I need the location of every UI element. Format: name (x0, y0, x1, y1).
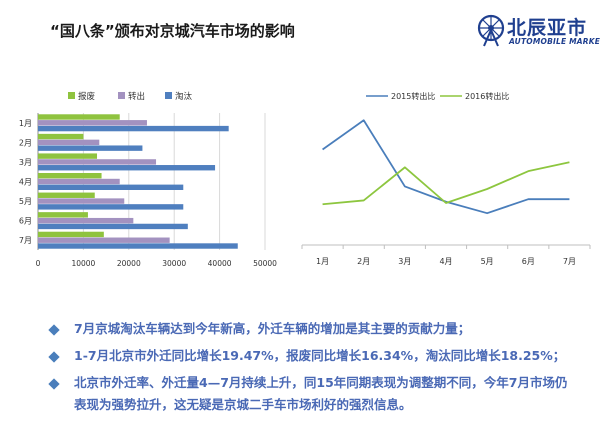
bullet-text: 北京市外迁率、外迁量4—7月持续上升，同15年同期表现为调整期不同，今年7月市场… (74, 375, 568, 412)
bar (38, 165, 216, 171)
x-tick-label: 7月 (563, 257, 576, 266)
bullet-list: 7月京城淘汰车辆达到今年新高，外迁车辆的增加是其主要的贡献力量； 1-7月北京市… (44, 318, 574, 421)
legend-swatch (68, 92, 75, 99)
y-tick-label: 1月 (19, 119, 32, 128)
bar (38, 237, 170, 243)
diamond-bullet-icon (48, 324, 60, 336)
x-tick-label: 40000 (208, 259, 232, 268)
bullet-item: 7月京城淘汰车辆达到今年新高，外迁车辆的增加是其主要的贡献力量； (44, 318, 574, 340)
bar (38, 133, 84, 140)
bar-chart: 报废 转出 淘汰 0 10000 20000 30000 40000 50000 1月 2月 3月 4月… (19, 91, 277, 268)
bullet-text: 7月京城淘汰车辆达到今年新高，外迁车辆的增加是其主要的贡献力量； (74, 321, 471, 336)
bullet-text: 1-7月北京市外迁同比增长19.47%，报废同比增长16.34%，淘汰同比增长1… (74, 348, 566, 363)
x-tick-label: 6月 (522, 257, 535, 266)
line-chart: 2015转出比 2016转出比 1月 2月 3月 4月 5月 6月 7月 (301, 91, 591, 266)
legend-swatch (165, 92, 172, 99)
bar (38, 223, 188, 230)
bar (38, 139, 100, 146)
bullet-item: 1-7月北京市外迁同比增长19.47%，报废同比增长16.34%，淘汰同比增长1… (44, 345, 574, 367)
series-line (322, 119, 570, 215)
x-tick-label: 4月 (439, 257, 452, 266)
bar (38, 178, 120, 185)
legend-label: 转出 (128, 91, 145, 102)
x-tick-label: 20000 (117, 259, 141, 268)
legend-label: 2015转出比 (391, 91, 435, 101)
bar (38, 231, 104, 238)
x-tick-label: 30000 (162, 259, 186, 268)
x-tick-label: 10000 (71, 259, 95, 268)
bar (38, 120, 147, 126)
bar (38, 145, 143, 151)
bar (38, 173, 102, 179)
y-tick-label: 3月 (19, 158, 32, 167)
diamond-bullet-icon (48, 378, 60, 390)
legend-swatch (118, 92, 125, 99)
bar (38, 198, 125, 204)
bar (38, 114, 120, 120)
legend-label: 报废 (78, 91, 96, 102)
bar (38, 192, 95, 198)
bar (38, 212, 88, 218)
logo-english-name: AUTOMOBILE MARKET (509, 37, 600, 46)
y-tick-label: 2月 (19, 138, 32, 147)
bar (38, 159, 157, 165)
bar (38, 204, 184, 210)
y-tick-label: 5月 (19, 197, 32, 206)
bar (38, 184, 184, 190)
x-tick-label: 1月 (316, 257, 329, 266)
ferris-wheel-logo-icon (477, 14, 505, 47)
x-tick-label: 3月 (398, 257, 411, 266)
x-tick-label: 2月 (357, 257, 370, 266)
bar (38, 217, 134, 224)
legend-label: 淘汰 (175, 91, 193, 102)
y-tick-label: 7月 (19, 236, 32, 245)
y-tick-label: 4月 (19, 178, 32, 187)
x-tick-label: 5月 (481, 257, 494, 266)
x-tick-label: 0 (36, 259, 41, 268)
page-title: “国八条”颁布对京城汽车市场的影响 (50, 22, 295, 40)
diamond-bullet-icon (48, 351, 60, 363)
series-line (322, 161, 570, 206)
logo-chinese-name: 北辰亚市 (507, 17, 588, 39)
bullet-item: 北京市外迁率、外迁量4—7月持续上升，同15年同期表现为调整期不同，今年7月市场… (44, 372, 574, 416)
bar (38, 125, 229, 132)
bar (38, 243, 238, 249)
bar (38, 153, 98, 159)
legend-label: 2016转出比 (465, 91, 509, 101)
x-tick-label: 50000 (253, 259, 277, 268)
y-tick-label: 6月 (19, 217, 32, 226)
brand-logo: 北辰亚市 AUTOMOBILE MARKET (476, 11, 600, 49)
